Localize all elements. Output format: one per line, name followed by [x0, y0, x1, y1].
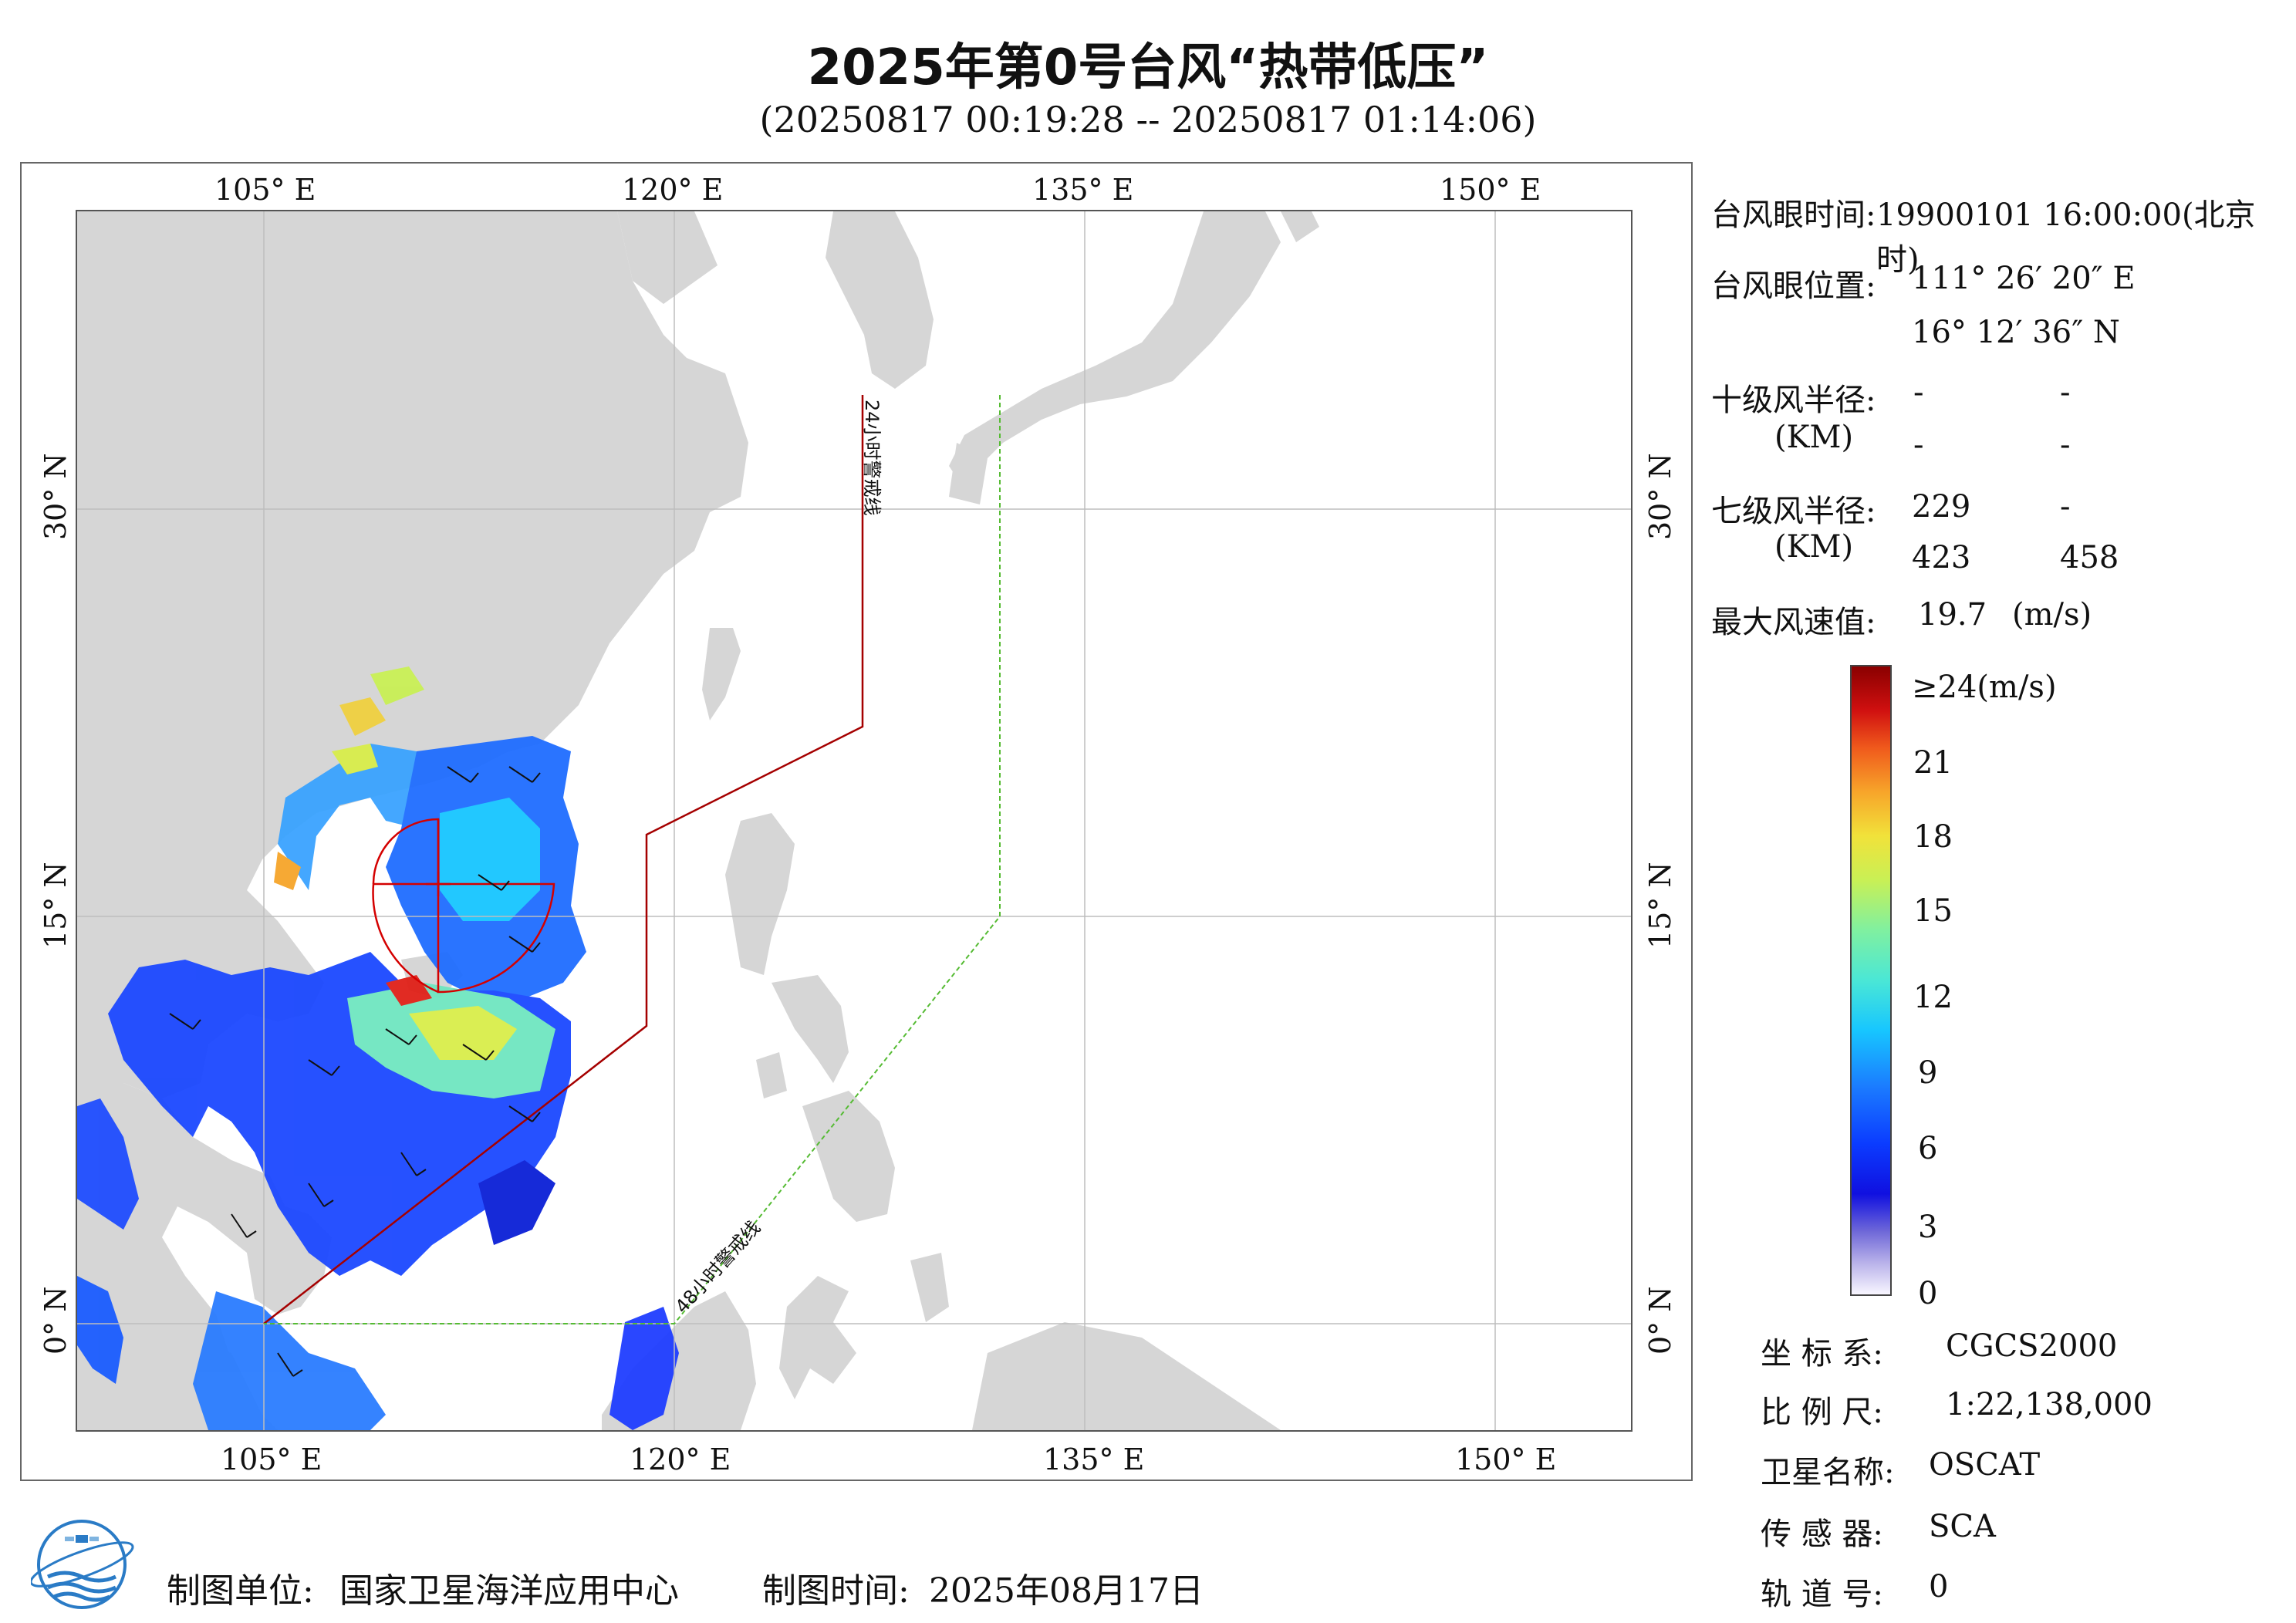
scale-value: 1:22,138,000	[1946, 1387, 2152, 1422]
land-layer	[77, 211, 1319, 1430]
eye-time-value: 19900101 16:00:00(北京时)	[1876, 197, 2256, 278]
warning-line-24h-label: 24小时警戒线	[861, 400, 883, 516]
r7-label: 七级风半径:	[1711, 494, 1876, 529]
agency-logo	[29, 1512, 136, 1617]
lat-tick-right-30: 30° N	[1643, 453, 1677, 540]
producer-value: 国家卫星海洋应用中心	[339, 1571, 679, 1611]
lon-tick-top-150: 150° E	[1440, 173, 1541, 207]
colorbar-label-12: 12	[1913, 980, 1953, 1015]
colorbar-label-24: ≥24(m/s)	[1912, 670, 2057, 705]
max-wind-unit: (m/s)	[2012, 597, 2092, 633]
crs-value: CGCS2000	[1946, 1328, 2118, 1364]
producer-label: 制图单位:	[167, 1571, 314, 1611]
satellite-value: OSCAT	[1929, 1447, 2041, 1483]
scale-label: 比 例 尺:	[1761, 1395, 1883, 1430]
r10-km-label: (KM)	[1774, 420, 1854, 455]
date-label: 制图时间:	[762, 1571, 910, 1611]
r10-value-nw: -	[2060, 427, 2071, 463]
eye-time-label: 台风眼时间:	[1711, 197, 1876, 233]
map-frame	[20, 162, 1693, 1481]
wind-field-layer	[77, 666, 679, 1430]
globe-icon	[29, 1520, 134, 1609]
r7-value-ne: 229	[1912, 489, 1971, 525]
colorbar-label-21: 21	[1913, 745, 1953, 781]
warning-line-48h	[264, 395, 1001, 1324]
colorbar-label-3: 3	[1918, 1210, 1938, 1245]
max-wind-value: 19.7	[1918, 597, 1987, 633]
r10-value-ne: -	[1913, 375, 1924, 410]
time-range: (20250817 00:19:28 -- 20250817 01:14:06)	[759, 99, 1537, 140]
lon-tick-top-135: 135° E	[1032, 173, 1134, 207]
wind-barbs	[169, 766, 541, 1377]
lon-tick-bottom-120: 120° E	[630, 1442, 731, 1476]
r7-value-nw: 458	[2060, 540, 2119, 575]
orbit-label: 轨 道 号:	[1761, 1577, 1883, 1612]
r7-value-se: -	[2060, 489, 2071, 525]
max-wind-label: 最大风速值:	[1711, 605, 1876, 640]
r10-value-se: -	[2060, 375, 2071, 410]
orbit-value: 0	[1929, 1569, 1949, 1604]
wind-field-map[interactable]: 24小时警戒线 48小时警戒线	[76, 210, 1633, 1432]
r10-label: 十级风半径:	[1711, 383, 1876, 418]
lon-tick-bottom-105: 105° E	[221, 1442, 322, 1476]
date-value: 2025年08月17日	[929, 1571, 1204, 1611]
lat-tick-left-15: 15° N	[39, 862, 73, 949]
lat-tick-left-0: 0° N	[39, 1286, 73, 1355]
warning-line-24h	[263, 395, 864, 1324]
typhoon-eye-marker	[426, 872, 451, 896]
colorbar-label-9: 9	[1918, 1055, 1938, 1091]
sensor-value: SCA	[1929, 1509, 1996, 1544]
lat-tick-right-0: 0° N	[1643, 1286, 1677, 1355]
sensor-label: 传 感 器:	[1761, 1517, 1883, 1552]
lon-tick-bottom-150: 150° E	[1455, 1442, 1557, 1476]
lat-tick-right-15: 15° N	[1643, 862, 1677, 949]
lon-tick-top-120: 120° E	[622, 173, 724, 207]
wind-speed-colorbar	[1850, 665, 1892, 1296]
lon-tick-bottom-135: 135° E	[1043, 1442, 1145, 1476]
r7-km-label: (KM)	[1774, 529, 1854, 565]
colorbar-label-15: 15	[1913, 893, 1953, 929]
lat-tick-left-30: 30° N	[39, 453, 73, 540]
r7-value-sw: 423	[1912, 540, 1971, 575]
map-canvas: 24小时警戒线 48小时警戒线	[77, 211, 1631, 1430]
crs-label: 坐 标 系:	[1761, 1336, 1883, 1372]
eye-longitude: 111° 26′ 20″ E	[1912, 261, 2136, 296]
colorbar-label-0: 0	[1918, 1276, 1938, 1311]
colorbar-label-6: 6	[1918, 1131, 1938, 1166]
eye-latitude: 16° 12′ 36″ N	[1912, 315, 2120, 350]
colorbar-label-18: 18	[1913, 819, 1953, 855]
map-title: 2025年第0号台风“热带低压”	[807, 39, 1489, 96]
lon-tick-top-105: 105° E	[214, 173, 316, 207]
eye-position-label: 台风眼位置:	[1711, 268, 1876, 304]
r10-value-sw: -	[1913, 427, 1924, 463]
satellite-label: 卫星名称:	[1761, 1455, 1895, 1490]
